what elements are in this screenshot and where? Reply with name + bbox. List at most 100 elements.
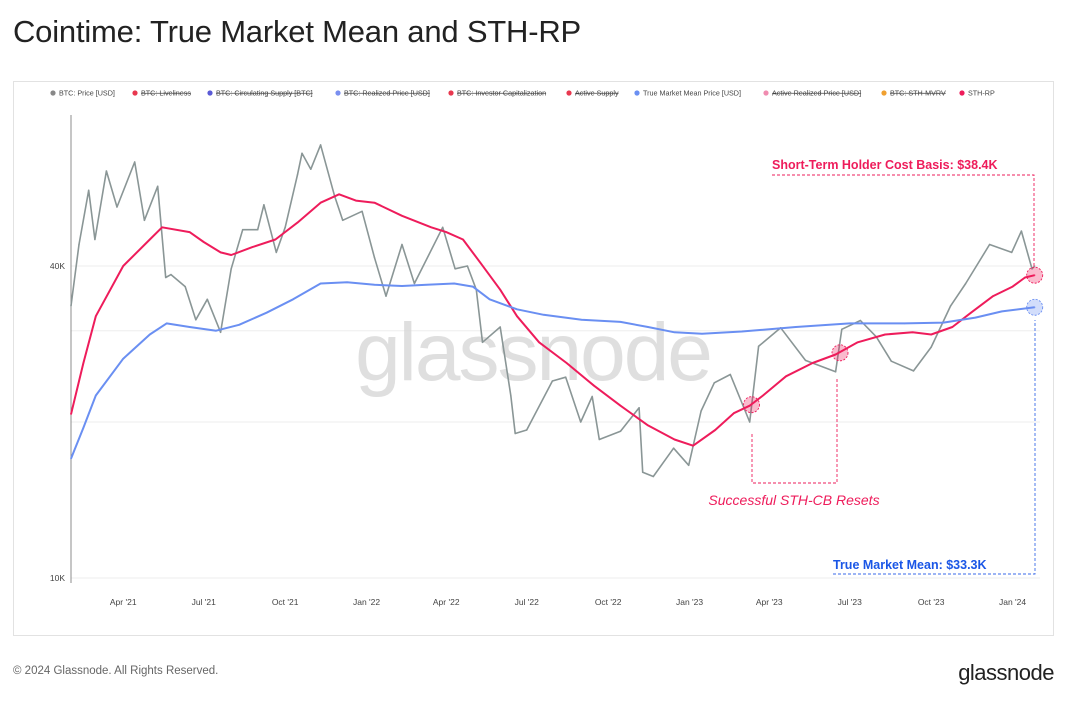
data-point-2-27 [795,326,797,328]
chart-grid [71,265,1040,579]
data-point-1-4 [149,238,151,241]
data-point-0-58 [804,359,807,362]
legend-label-3: BTC: Realized Price [USD] [344,89,430,98]
data-point-0-22 [301,152,303,155]
data-point-0-67 [964,282,967,285]
data-point-1-44 [992,295,994,297]
data-point-2-18 [488,298,491,301]
data-point-2-3 [122,357,124,360]
resets-annotation-label: Successful STH-CB Resets [708,492,879,508]
data-point-0-27 [361,210,363,213]
legend-label-7: Active Realized Price [USD] [772,89,861,98]
data-point-2-29 [903,322,906,325]
data-point-1-12 [296,221,299,224]
data-point-1-29 [673,438,676,441]
chart-legend: BTC: Price [USD] BTC: Liveliness BTC: Circ… [50,89,995,98]
data-point-1-33 [748,404,751,407]
data-point-2-20 [542,314,545,316]
data-point-1-22 [499,288,502,291]
data-point-1-18 [430,226,433,229]
data-point-2-17 [472,285,474,288]
series-line-sth-rp [70,193,1035,447]
data-point-0-36 [481,341,484,344]
data-point-0-38 [510,394,512,397]
page-title: Cointime: True Market Mean and STH-RP [13,14,582,49]
data-point-2-32 [1001,310,1003,313]
data-point-0-60 [841,328,843,331]
data-point-0-63 [890,360,893,363]
data-point-1-31 [714,429,716,431]
data-point-0-34 [466,265,469,267]
data-point-0-49 [652,475,655,478]
data-point-0-41 [551,380,554,382]
data-point-0-10 [170,273,172,276]
x-tick-label-3: Jan '22 [353,597,380,607]
data-point-0-30 [401,243,403,246]
legend-label-6: True Market Mean Price [USD] [643,89,741,98]
data-point-0-21 [296,173,299,176]
legend-marker-3 [335,90,341,96]
data-point-2-21 [580,319,583,321]
data-point-0-3 [94,238,96,241]
highlight-marker-2 [1026,266,1044,284]
data-point-1-10 [251,246,254,248]
data-point-2-16 [453,282,456,285]
data-point-2-31 [974,316,977,319]
legend-marker-2 [207,90,213,96]
legend-label-4: BTC: Investor Capitalization [457,89,546,98]
data-point-1-20 [462,238,464,241]
data-point-0-66 [949,305,952,307]
annotation-layer: Short-Term Holder Cost Basis: $38.4K Tru… [708,158,1036,575]
data-point-0-28 [373,256,376,259]
data-point-0-44 [591,395,593,398]
legend-label-8: BTC: STH-MVRV [890,89,946,98]
data-point-2-28 [848,322,851,325]
data-point-0-11 [184,285,186,288]
data-point-0-50 [672,447,675,450]
data-point-0-45 [598,438,601,441]
data-point-1-25 [565,362,568,364]
x-tick-label-4: Apr '22 [433,597,460,607]
data-point-0-2 [87,189,90,192]
data-point-1-42 [951,326,954,328]
data-point-0-14 [219,331,222,334]
data-point-1-6 [188,231,191,233]
x-tick-label-1: Jul '21 [192,597,217,607]
data-point-0-70 [1020,230,1023,232]
data-point-2-5 [165,322,168,325]
tmm-annotation-guide [833,320,1036,575]
data-point-2-0 [70,457,72,460]
data-point-1-17 [401,215,403,217]
data-point-1-30 [692,444,694,447]
data-point-1-13 [319,201,322,204]
data-point-1-24 [538,341,540,344]
data-point-2-30 [942,321,945,324]
data-point-1-38 [856,341,859,344]
highlight-marker-1 [831,344,849,362]
data-point-2-23 [647,326,649,328]
data-point-0-39 [514,432,516,435]
data-point-1-27 [619,404,622,407]
data-point-1-14 [338,193,340,196]
data-point-0-4 [105,170,108,172]
data-point-0-71 [1031,268,1033,270]
data-point-0-59 [834,371,837,373]
data-point-0-65 [930,346,932,348]
data-point-0-55 [748,421,751,423]
data-point-2-24 [673,331,676,334]
data-point-1-2 [95,315,97,318]
data-point-2-25 [701,333,703,335]
data-point-0-16 [241,228,244,231]
data-point-0-29 [385,295,387,297]
x-tick-label-9: Jul '23 [838,597,863,607]
data-point-0-68 [988,243,991,246]
legend-label-5: Active Supply [575,89,619,98]
legend-label-2: BTC: Circulating Supply [BTC] [216,89,313,98]
data-point-0-8 [156,185,159,188]
data-point-0-32 [441,226,444,229]
data-point-2-7 [215,329,217,332]
chart-watermark: glassnode [355,307,711,398]
legend-marker-9 [959,90,965,96]
data-point-0-12 [195,319,197,321]
resets-bracket [751,378,838,484]
